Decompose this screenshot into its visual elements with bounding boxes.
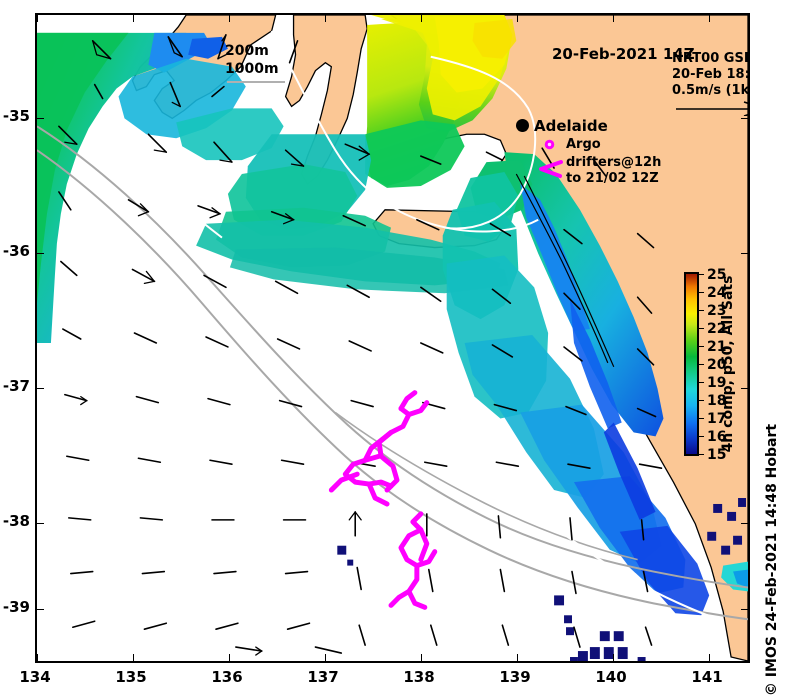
ylabel-m35: -35 <box>2 107 30 125</box>
cbtick-21 <box>699 346 704 347</box>
xtick-top-139 <box>517 15 518 22</box>
xtick-138 <box>421 654 422 661</box>
xtick-135 <box>133 654 134 661</box>
ytick-right-m39 <box>741 609 748 610</box>
drifter-legend-line2: to 21/02 12Z <box>566 171 659 186</box>
xlabel-135: 135 <box>115 668 147 686</box>
cblabel-16: 16 <box>707 429 727 445</box>
copyright-notice: © IMOS 24-Feb-2021 14:48 Hobart <box>764 423 780 697</box>
bathymetry-sample-line-icon <box>227 81 285 83</box>
ytick-right-m38 <box>741 523 748 524</box>
xtick-top-140 <box>613 15 614 22</box>
bathymetry-legend: 200m 1000m <box>225 42 279 78</box>
argo-legend-label: Argo <box>566 137 601 152</box>
ylabel-m36: -36 <box>2 242 30 260</box>
cblabel-21: 21 <box>707 339 727 355</box>
xtick-top-135 <box>133 15 134 22</box>
cbtick-24 <box>699 292 704 293</box>
ytick-m38 <box>37 523 44 524</box>
cblabel-23: 23 <box>707 303 727 319</box>
cbtick-17 <box>699 418 704 419</box>
ytick-right-m36 <box>741 253 748 254</box>
ytick-m37 <box>37 388 44 389</box>
colorbar-title: 4h comp, p50, All Sats <box>720 275 736 453</box>
product-name: NRT00 GSL <box>672 51 750 66</box>
cbtick-16 <box>699 436 704 437</box>
adelaide-label: Adelaide <box>534 117 608 135</box>
cblabel-15: 15 <box>707 447 727 463</box>
xlabel-141: 141 <box>691 668 723 686</box>
xtick-139 <box>517 654 518 661</box>
cblabel-17: 17 <box>707 411 727 427</box>
contour-200m-label: 200m <box>225 43 269 59</box>
ylabel-m38: -38 <box>2 512 30 530</box>
cbtick-22 <box>699 328 704 329</box>
cblabel-24: 24 <box>707 285 727 301</box>
cbtick-23 <box>699 310 704 311</box>
cbtick-25 <box>699 274 704 275</box>
map-plot-area[interactable]: 20-Feb-2021 14Z NRT00 GSL 20-Feb 18:00Z … <box>35 13 750 663</box>
drifter-legend-line1: drifters@12h <box>566 155 662 170</box>
drifter-legend-label: drifters@12h to 21/02 12Z <box>566 155 661 187</box>
xtick-141 <box>709 654 710 661</box>
ylabel-m37: -37 <box>2 377 30 395</box>
ytick-right-m37 <box>741 388 748 389</box>
cbtick-19 <box>699 382 704 383</box>
xlabel-137: 137 <box>307 668 339 686</box>
xlabel-136: 136 <box>211 668 243 686</box>
xtick-137 <box>325 654 326 661</box>
product-valid-time: 20-Feb 18:00Z <box>672 67 750 82</box>
drifter-track-legend-icon <box>539 160 563 178</box>
xtick-136 <box>229 654 230 661</box>
vector-scale-arrow-icon <box>676 101 748 116</box>
ytick-m39 <box>37 609 44 610</box>
ytick-m36 <box>37 253 44 254</box>
cbtick-20 <box>699 364 704 365</box>
xtick-top-138 <box>421 15 422 22</box>
xlabel-138: 138 <box>403 668 435 686</box>
contour-1000m-label: 1000m <box>225 61 279 77</box>
cblabel-18: 18 <box>707 393 727 409</box>
product-info-block: NRT00 GSL 20-Feb 18:00Z 0.5m/s (1kt 24h) <box>672 51 750 116</box>
ocean-sst-raster <box>37 15 748 661</box>
adelaide-city-marker-icon <box>516 119 529 132</box>
ytick-right-m35 <box>741 118 748 119</box>
ylabel-m39: -39 <box>2 598 30 616</box>
xlabel-139: 139 <box>499 668 531 686</box>
cblabel-19: 19 <box>707 375 727 391</box>
vector-scale-label: 0.5m/s (1kt 24h) <box>672 83 750 98</box>
xtick-140 <box>613 654 614 661</box>
ytick-m35 <box>37 118 44 119</box>
cbtick-18 <box>699 400 704 401</box>
xtick-top-134 <box>37 15 38 22</box>
xtick-top-136 <box>229 15 230 22</box>
xtick-134 <box>37 654 38 661</box>
xtick-top-141 <box>709 15 710 22</box>
xtick-top-137 <box>325 15 326 22</box>
xlabel-134: 134 <box>19 668 51 686</box>
xlabel-140: 140 <box>595 668 627 686</box>
cblabel-20: 20 <box>707 357 727 373</box>
cblabel-22: 22 <box>707 321 727 337</box>
figure-title: 20-Feb-2021 14Z <box>552 45 695 63</box>
argo-marker-icon <box>544 139 555 150</box>
cblabel-25: 25 <box>707 267 727 283</box>
sst-colorbar[interactable] <box>684 272 699 456</box>
cbtick-15 <box>699 454 704 455</box>
